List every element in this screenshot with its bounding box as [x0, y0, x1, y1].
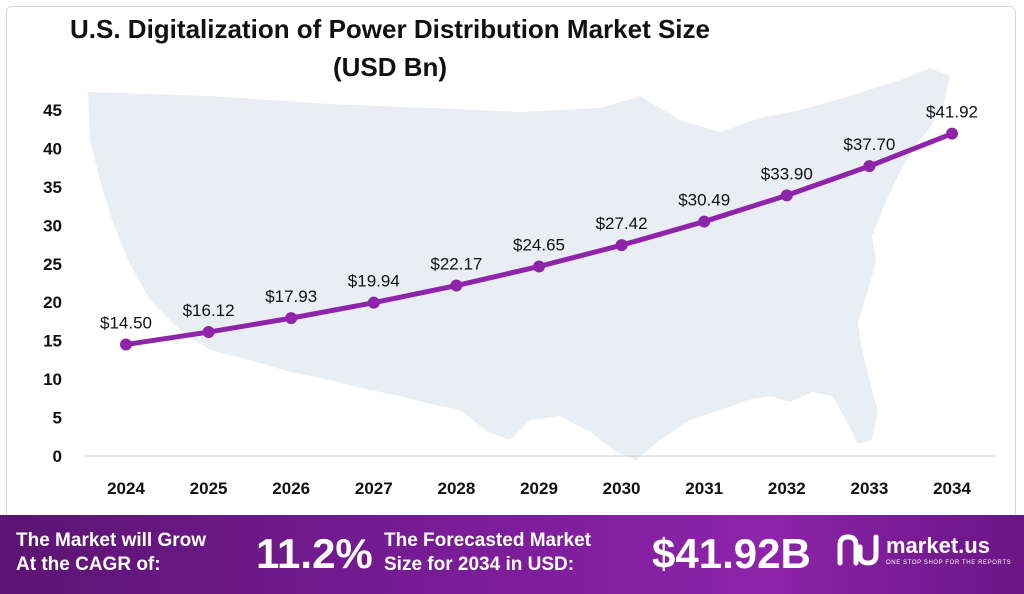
data-point [120, 338, 132, 351]
x-tick-label: 2026 [272, 479, 310, 498]
x-tick-label: 2024 [107, 479, 145, 498]
x-tick-label: 2029 [520, 479, 558, 498]
x-tick-label: 2031 [685, 479, 723, 498]
y-tick-label: 20 [43, 293, 62, 312]
data-point [450, 279, 463, 292]
data-point [615, 239, 628, 252]
y-tick-label: 35 [43, 178, 62, 197]
data-label: $14.50 [100, 314, 152, 333]
brand-name: market.us [886, 533, 990, 558]
data-point [367, 296, 380, 309]
data-point [780, 189, 793, 202]
x-tick-label: 2034 [933, 479, 971, 498]
data-label: $16.12 [183, 301, 235, 320]
x-tick-label: 2032 [768, 479, 806, 498]
market-us-logo-icon [837, 534, 879, 566]
y-tick-label: 5 [53, 409, 62, 428]
data-label: $41.92 [926, 103, 978, 122]
cagr-caption: The Market will Grow At the CAGR of: [16, 529, 206, 577]
chart-title-line1: U.S. Digitalization of Power Distributio… [70, 14, 710, 44]
cagr-caption-line2: At the CAGR of: [16, 554, 161, 575]
y-tick-label: 10 [43, 370, 62, 389]
forecast-caption: The Forecasted Market Size for 2034 in U… [384, 529, 591, 577]
data-label: $24.65 [513, 235, 565, 254]
data-point [202, 326, 215, 339]
x-tick-label: 2025 [190, 479, 228, 498]
data-label: $17.93 [265, 287, 317, 306]
brand-tagline: ONE STOP SHOP FOR THE REPORTS [886, 560, 1012, 566]
chart-title-line2: (USD Bn) [332, 52, 448, 82]
x-tick-label: 2028 [437, 479, 475, 498]
data-point [698, 215, 711, 228]
y-tick-label: 25 [43, 255, 62, 274]
x-tick-label: 2033 [850, 479, 888, 498]
data-point [533, 260, 545, 273]
data-label: $27.42 [596, 214, 648, 233]
cagr-caption-line1: The Market will Grow [16, 530, 207, 551]
cagr-value: 11.2% [256, 530, 373, 577]
y-tick-label: 15 [43, 332, 62, 351]
y-tick-label: 45 [43, 101, 62, 120]
data-point [946, 127, 958, 140]
data-label: $37.70 [843, 135, 895, 154]
y-tick-label: 30 [43, 216, 62, 235]
y-tick-label: 0 [53, 447, 62, 466]
data-label: $30.49 [678, 191, 730, 210]
x-tick-label: 2027 [355, 479, 393, 498]
forecast-caption-line2: Size for 2034 in USD: [384, 554, 575, 575]
us-map-background [88, 68, 950, 460]
forecast-caption-line1: The Forecasted Market [384, 530, 591, 551]
data-label: $22.17 [430, 255, 482, 274]
data-label: $19.94 [348, 272, 400, 291]
data-point [863, 160, 876, 173]
y-tick-label: 40 [43, 139, 62, 158]
data-label: $33.90 [761, 164, 813, 183]
x-tick-label: 2030 [603, 479, 641, 498]
brand-logo[interactable]: market.us ONE STOP SHOP FOR THE REPORTS [836, 533, 1011, 567]
data-point [285, 312, 298, 325]
footer-banner: The Market will Grow At the CAGR of: 11.… [0, 515, 1024, 594]
forecast-value: $41.92B [652, 530, 811, 577]
chart-title: U.S. Digitalization of Power Distributio… [0, 10, 780, 86]
